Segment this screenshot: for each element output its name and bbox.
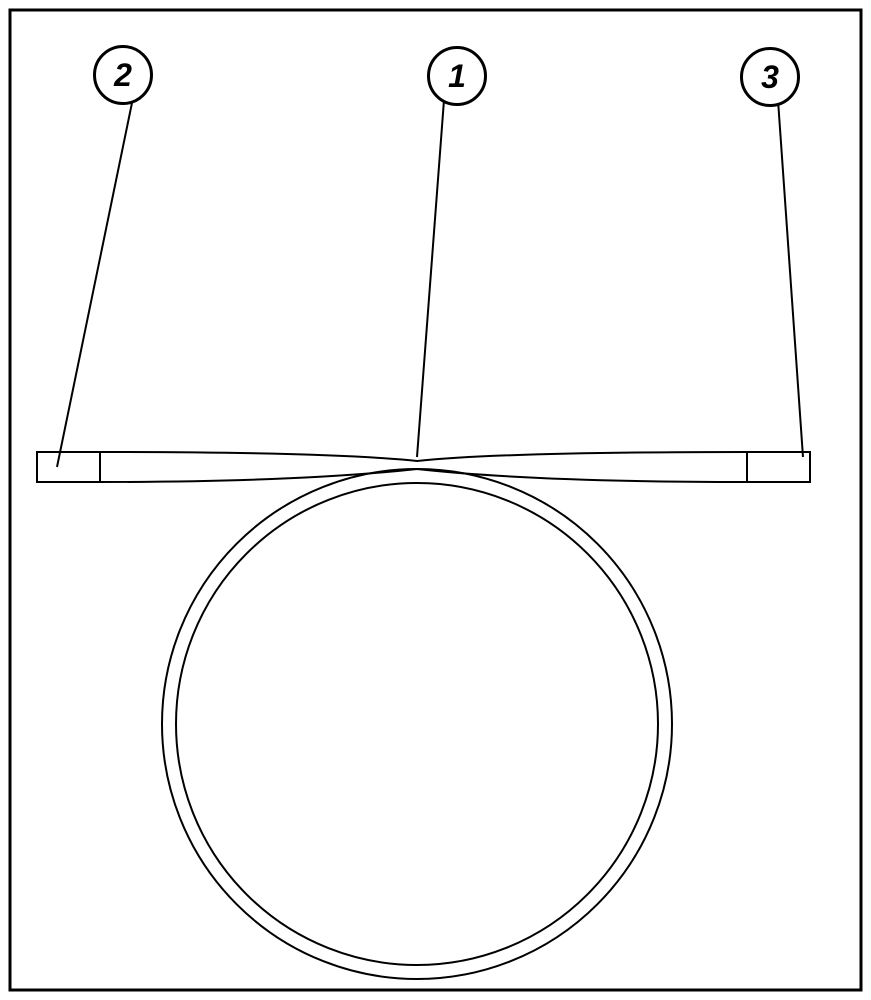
callout-label-2: 2 bbox=[93, 45, 153, 105]
callout-label-1: 1 bbox=[427, 46, 487, 106]
ring-outer bbox=[162, 469, 672, 979]
diagram-svg bbox=[0, 0, 871, 1000]
callout-leader-2 bbox=[57, 98, 133, 467]
bar-end-right bbox=[747, 452, 810, 482]
frame bbox=[10, 10, 861, 990]
callout-leader-1 bbox=[417, 100, 444, 457]
diagram-canvas: 1 2 3 bbox=[0, 0, 871, 1000]
bar-upper-edge bbox=[100, 452, 747, 461]
bar-lower-edge bbox=[100, 469, 747, 482]
bar-end-left bbox=[37, 452, 100, 482]
callout-label-3: 3 bbox=[740, 47, 800, 107]
ring-inner bbox=[176, 483, 658, 965]
callout-leader-3 bbox=[778, 100, 803, 457]
